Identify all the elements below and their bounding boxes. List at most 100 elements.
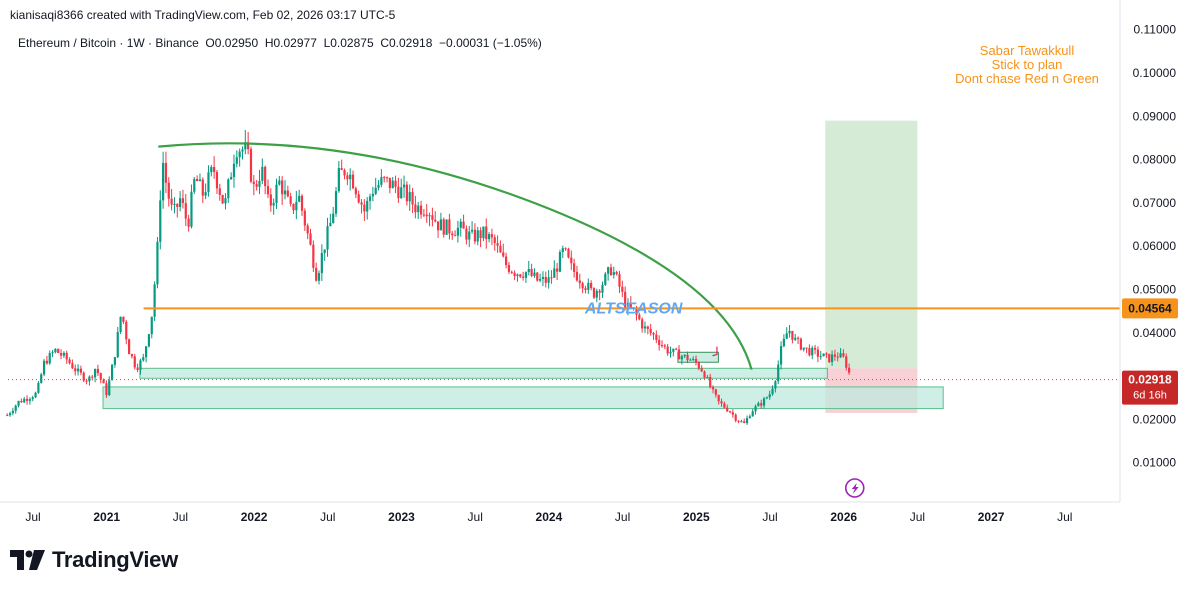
legend-low: 0.02875 <box>330 36 374 50</box>
tradingview-logo[interactable]: TradingView <box>10 547 178 573</box>
candle-body <box>754 406 757 412</box>
small-consolidation-box[interactable] <box>677 351 719 363</box>
candle-body <box>162 162 165 201</box>
candle-body <box>213 167 216 172</box>
candle-body <box>581 283 584 289</box>
candle-body <box>278 180 281 185</box>
candle-body <box>777 364 780 382</box>
time-axis[interactable]: Jul 2021 Jul 2022 Jul 2023 Jul 2024 Jul 2025 Jul 20… <box>0 501 1120 524</box>
candle-body <box>802 347 805 350</box>
candle-body <box>544 276 547 283</box>
candle-body <box>439 219 443 231</box>
note-text: Sabar Tawakkull <box>980 43 1075 58</box>
candle-body <box>476 230 479 242</box>
candle-body <box>808 348 811 356</box>
candle-body <box>210 167 213 173</box>
candle-body <box>519 274 522 277</box>
candle-body <box>57 348 60 354</box>
price-tick-label: 0.11000 <box>1134 23 1177 37</box>
candle-body <box>652 333 655 335</box>
candle-body <box>37 382 40 393</box>
candle-body <box>660 345 664 347</box>
candle-body <box>677 349 681 360</box>
support-zone-lower[interactable] <box>102 386 944 410</box>
candle-body <box>40 374 43 383</box>
candle-body <box>411 192 414 205</box>
candle-body <box>385 177 389 179</box>
candle-body <box>366 200 369 212</box>
candle-body <box>187 218 190 227</box>
candle-body <box>794 337 797 340</box>
candle-body <box>723 403 726 408</box>
candle-body <box>473 229 477 242</box>
candle-body <box>737 420 740 422</box>
candle-body <box>502 252 505 257</box>
candle-body <box>714 389 717 395</box>
candle-body <box>842 353 845 357</box>
price-axis[interactable]: 0.010000.020000.030000.040000.050000.060… <box>1119 0 1177 502</box>
candle-body <box>496 243 499 246</box>
candle-body <box>575 271 579 281</box>
candle-body <box>6 415 9 417</box>
candle-body <box>196 178 199 182</box>
time-tick-label: Jul <box>173 510 188 524</box>
time-tick-label: 2022 <box>241 510 268 524</box>
candle-body <box>346 175 349 180</box>
candle-body <box>224 198 227 204</box>
tradingview-logo-icon <box>10 550 45 570</box>
candle-body <box>419 205 423 215</box>
candle-body <box>292 203 295 211</box>
time-tick-label: 2023 <box>388 510 415 524</box>
candle-body <box>558 252 562 272</box>
candle-body <box>728 411 732 413</box>
candle-body <box>354 188 357 195</box>
candle-body <box>609 267 613 275</box>
candle-body <box>561 248 564 253</box>
rounded-top-arc[interactable] <box>158 142 753 370</box>
candle-body <box>487 234 491 240</box>
candle-body <box>805 347 808 349</box>
candle-body <box>816 349 820 357</box>
candle-body <box>125 321 128 340</box>
candle-body <box>621 286 624 292</box>
candle-body <box>119 316 122 333</box>
candle-body <box>550 277 553 279</box>
candle-body <box>839 353 842 358</box>
candle-body <box>96 368 100 374</box>
candle-body <box>649 328 652 334</box>
candle-body <box>247 142 250 150</box>
time-tick-label: 2024 <box>536 510 563 524</box>
candle-body <box>717 394 720 402</box>
target-zone[interactable] <box>825 120 918 369</box>
candle-body <box>147 334 151 347</box>
candle-body <box>692 358 695 360</box>
candle-body <box>700 368 703 372</box>
candle-body <box>42 360 46 375</box>
candle-body <box>326 226 329 250</box>
candle-body <box>252 181 255 185</box>
candle-body <box>102 379 105 384</box>
candle-body <box>201 179 204 196</box>
candle-body <box>465 228 468 240</box>
candle-body <box>813 347 817 350</box>
candle-body <box>122 316 125 322</box>
candle-body <box>230 177 233 180</box>
candle-body <box>23 398 26 403</box>
candle-body <box>45 360 48 364</box>
candle-body <box>127 339 131 355</box>
candle-body <box>547 277 550 283</box>
candle-body <box>612 272 615 275</box>
candle-body <box>110 364 114 381</box>
candle-body <box>771 388 774 395</box>
tradingview-logo-text: TradingView <box>52 547 178 572</box>
candle-body <box>689 359 692 361</box>
support-zone-upper[interactable] <box>139 367 828 379</box>
candle-body <box>536 272 539 281</box>
candle-body <box>258 180 261 187</box>
candle-body <box>453 235 457 237</box>
price-tick-label: 0.08000 <box>1133 153 1177 167</box>
candle-body <box>516 274 519 276</box>
candle-body <box>694 358 698 363</box>
candle-body <box>510 271 513 273</box>
